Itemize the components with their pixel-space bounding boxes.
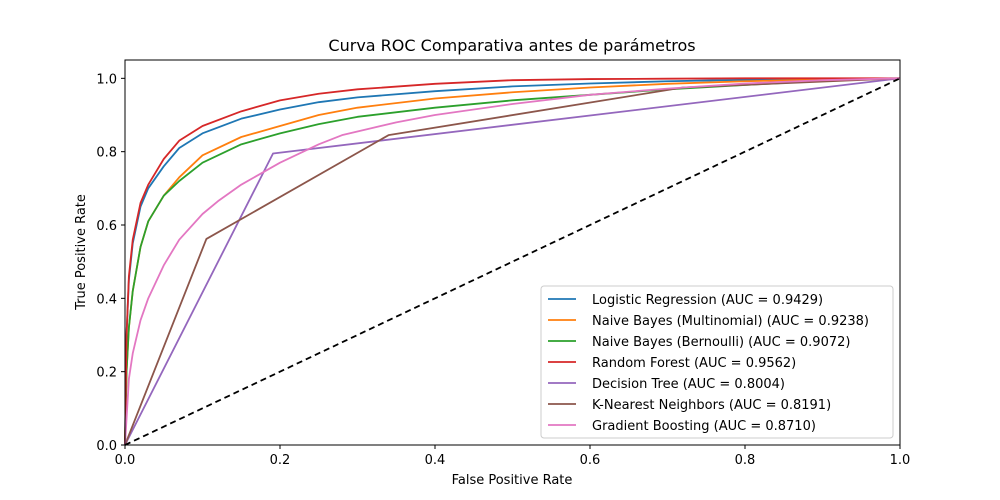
y-tick-label: 0.4 [96,292,117,307]
reference-diagonal-line [124,77,901,446]
y-tick-label: 0.2 [96,366,117,381]
x-tick-label: 0.2 [270,453,291,468]
y-axis: 0.0 0.2 0.4 0.6 0.8 1.0 [96,72,125,454]
series-line-random-forest [124,77,900,446]
legend-label: Naive Bayes (Bernoulli) (AUC = 0.9072) [592,335,850,350]
legend-label: K-Nearest Neighbors (AUC = 0.8191) [592,398,831,413]
x-tick-label: 0.8 [735,453,756,468]
y-tick-label: 1.0 [96,72,117,87]
legend-label: Random Forest (AUC = 0.9562) [592,356,796,371]
x-axis: 0.0 0.2 0.4 0.6 0.8 1.0 [115,445,911,468]
series-line-decision-tree [124,77,901,446]
y-tick-label: 0.6 [96,219,117,234]
series-line-k-nearest-neighbors [124,77,901,446]
x-axis-label: False Positive Rate [452,473,573,488]
x-tick-label: 1.0 [890,453,911,468]
lines-layer [124,77,901,446]
legend-label: Naive Bayes (Multinomial) (AUC = 0.9238) [592,314,869,329]
legend-label: Gradient Boosting (AUC = 0.8710) [592,419,816,434]
x-tick-label: 0.6 [580,453,601,468]
legend-box [540,285,894,439]
legend: Logistic Regression (AUC = 0.9429) Naive … [540,285,894,439]
series-line-gradient-boosting [124,77,901,446]
chart-title: Curva ROC Comparativa antes de parámetro… [328,36,695,55]
y-tick-label: 0.8 [96,146,117,161]
plot-border [124,59,901,446]
x-tick-label: 0.0 [115,453,136,468]
x-tick-label: 0.4 [425,453,446,468]
y-tick-label: 0.0 [96,439,117,454]
plot-area [124,59,901,446]
legend-label: Decision Tree (AUC = 0.8004) [592,377,785,392]
y-axis-label: True Positive Rate [74,194,89,311]
legend-label: Logistic Regression (AUC = 0.9429) [592,293,823,308]
